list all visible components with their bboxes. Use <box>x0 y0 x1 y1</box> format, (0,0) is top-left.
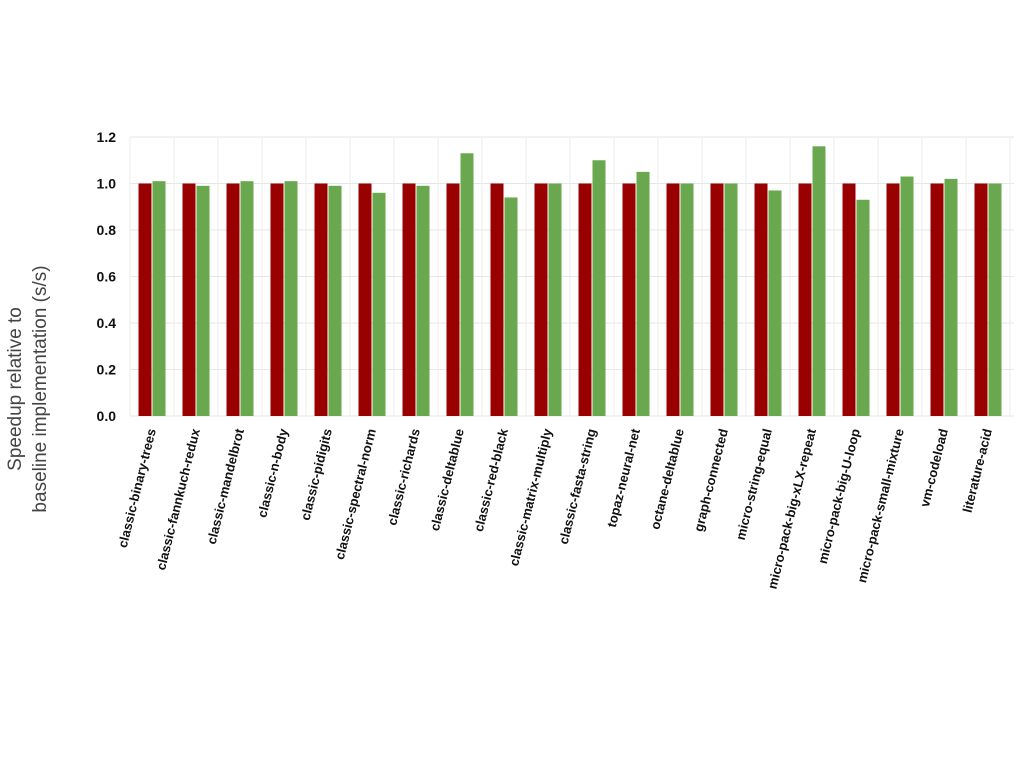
x-axis-labels: classic-binary-treesclassic-fannkuch-red… <box>115 426 995 590</box>
y-axis-ticks: 0.0 0.2 0.4 0.6 0.8 1.0 1.2 <box>97 129 117 424</box>
x-tick-label: classic-n-body <box>254 426 291 519</box>
x-tick-label: literature-acid <box>960 427 995 514</box>
x-tick-label: classic-matrix-multiply <box>506 426 555 567</box>
y-tick-label: 1.0 <box>97 176 117 192</box>
bar-variant-graph-connected <box>724 183 738 416</box>
y-tick-label: 0.0 <box>97 408 117 424</box>
y-axis-title-line-1: Speedup relative to <box>5 307 26 471</box>
bars <box>138 146 1002 417</box>
x-tick-label: micro-pack-small-mixture <box>854 427 907 584</box>
bar-variant-literature-acid <box>988 183 1002 416</box>
bar-baseline-classic-red-black <box>490 183 504 416</box>
x-tick-label: micro-pack-big-U-loop <box>815 427 863 565</box>
x-tick-label: classic-richards <box>384 427 423 527</box>
bar-variant-classic-spectral-norm <box>372 192 386 416</box>
bar-baseline-micro-pack-small-mixture <box>886 183 900 416</box>
x-tick-label: micro-pack-big-xLX-repeat <box>765 426 820 590</box>
bar-baseline-classic-mandelbrot <box>226 183 240 416</box>
y-tick-label: 0.8 <box>97 222 117 238</box>
grid <box>129 136 1014 417</box>
x-tick-label: classic-deltablue <box>427 427 467 532</box>
bar-variant-vm-codeload <box>944 178 958 416</box>
x-tick-label: micro-string-equal <box>733 427 775 541</box>
bar-baseline-classic-richards <box>402 183 416 416</box>
bar-variant-classic-n-body <box>284 181 298 416</box>
bar-baseline-vm-codeload <box>930 183 944 416</box>
bar-baseline-classic-fannkuch-redux <box>182 183 196 416</box>
bar-baseline-classic-binary-trees <box>138 183 152 416</box>
bar-variant-classic-mandelbrot <box>240 181 254 416</box>
bar-baseline-classic-pidigits <box>314 183 328 416</box>
bar-variant-classic-fasta-string <box>592 160 606 416</box>
x-tick-label: octane-deltablue <box>647 427 687 531</box>
x-tick-label: classic-binary-trees <box>115 427 159 549</box>
bar-baseline-micro-pack-big-U-loop <box>842 183 856 416</box>
x-tick-label: classic-fannkuch-redux <box>153 426 203 571</box>
bar-variant-micro-pack-big-xLX-repeat <box>812 146 826 417</box>
bar-variant-classic-binary-trees <box>152 181 166 416</box>
x-tick-label: classic-fasta-string <box>556 427 599 546</box>
bar-baseline-classic-spectral-norm <box>358 183 372 416</box>
bar-baseline-octane-deltablue <box>666 183 680 416</box>
y-axis-title-line-2: baseline implementation (s/s) <box>30 265 51 512</box>
bar-baseline-literature-acid <box>974 183 988 416</box>
x-tick-label: classic-spectral-norm <box>332 427 379 561</box>
bar-variant-classic-matrix-multiply <box>548 183 562 416</box>
bar-baseline-classic-matrix-multiply <box>534 183 548 416</box>
bar-baseline-micro-pack-big-xLX-repeat <box>798 183 812 416</box>
x-tick-label: classic-red-black <box>471 426 511 533</box>
y-tick-label: 1.2 <box>97 129 117 145</box>
y-tick-label: 0.6 <box>97 269 117 285</box>
bar-variant-octane-deltablue <box>680 183 694 416</box>
bar-variant-classic-red-black <box>504 197 518 416</box>
bar-variant-micro-pack-big-U-loop <box>856 199 870 416</box>
bar-variant-topaz-neural-net <box>636 171 650 416</box>
bar-variant-classic-fannkuch-redux <box>196 185 210 416</box>
bar-baseline-graph-connected <box>710 183 724 416</box>
x-tick-label: vm-codeload <box>917 427 951 508</box>
bar-baseline-classic-deltablue <box>446 183 460 416</box>
bar-baseline-topaz-neural-net <box>622 183 636 416</box>
bar-variant-classic-pidigits <box>328 185 342 416</box>
bar-variant-classic-deltablue <box>460 153 474 416</box>
x-tick-label: graph-connected <box>691 427 731 533</box>
bar-variant-classic-richards <box>416 185 430 416</box>
x-tick-label: classic-mandelbrot <box>204 426 247 545</box>
y-tick-label: 0.2 <box>97 362 117 378</box>
bar-variant-micro-pack-small-mixture <box>900 176 914 416</box>
bar-baseline-classic-fasta-string <box>578 183 592 416</box>
bar-baseline-classic-n-body <box>270 183 284 416</box>
x-tick-label: classic-pidigits <box>298 427 335 522</box>
x-tick-label: topaz-neural-net <box>604 426 643 528</box>
bar-baseline-micro-string-equal <box>754 183 768 416</box>
y-tick-label: 0.4 <box>97 315 117 331</box>
bar-variant-micro-string-equal <box>768 190 782 416</box>
